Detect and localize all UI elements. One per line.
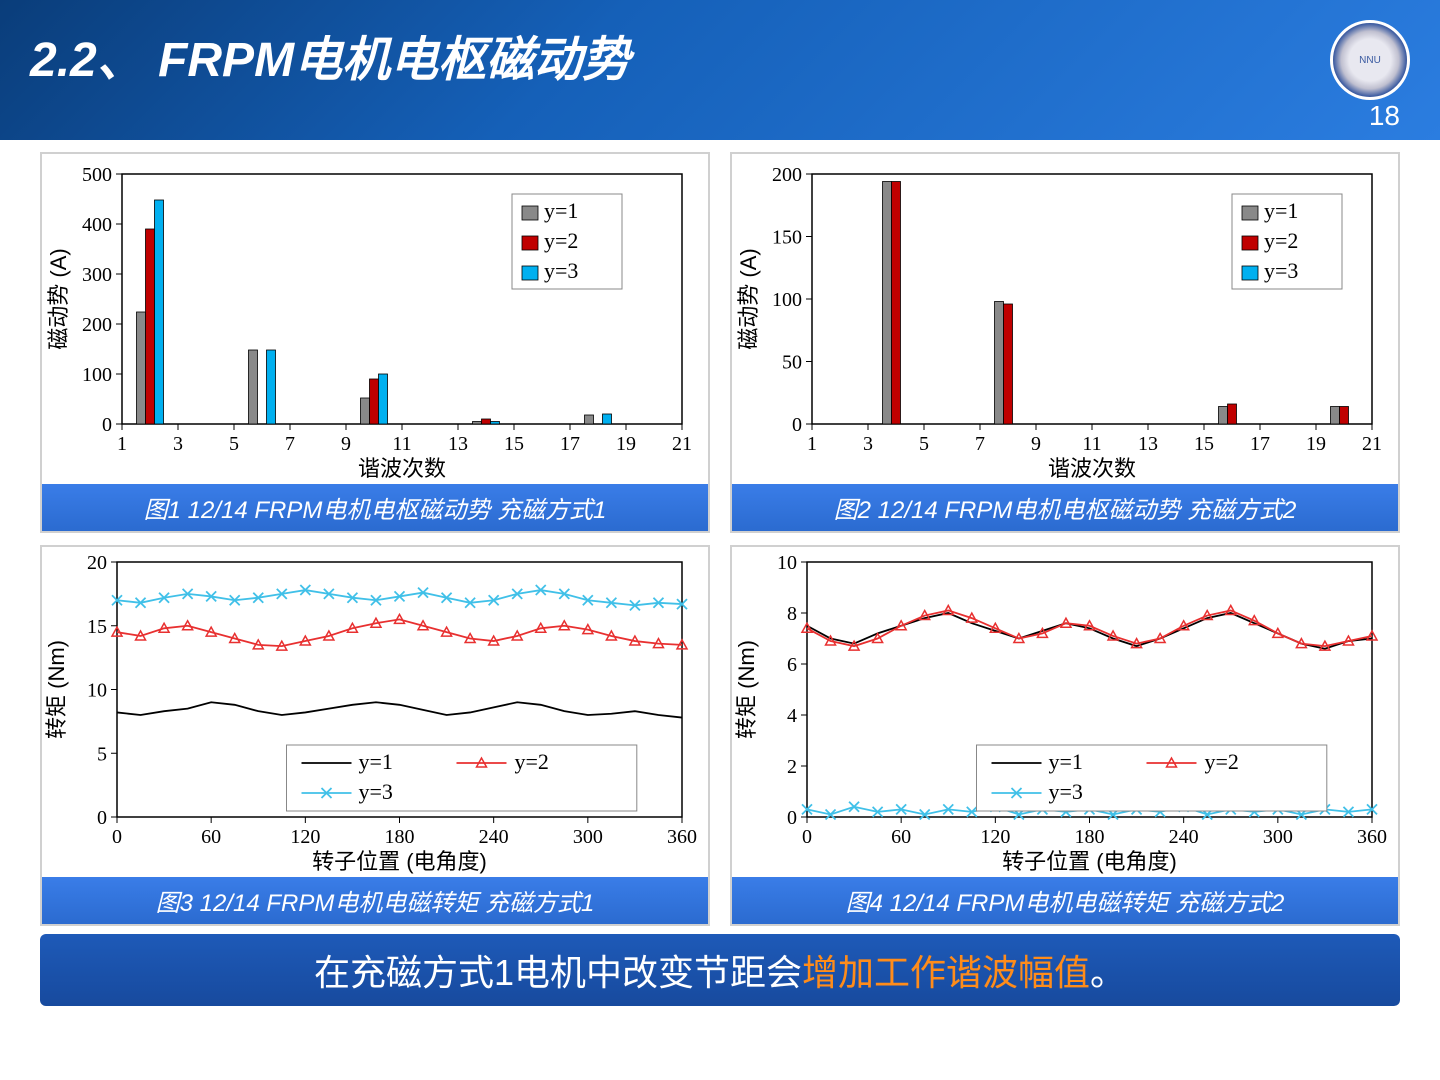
svg-text:150: 150 (772, 227, 802, 249)
svg-text:200: 200 (82, 314, 112, 336)
svg-text:50: 50 (782, 352, 802, 374)
svg-text:17: 17 (560, 433, 580, 455)
svg-text:0: 0 (787, 807, 797, 829)
slide-header: 2.2、 FRPM电机电枢磁动势 NNU 18 (0, 0, 1440, 140)
svg-text:240: 240 (479, 826, 509, 848)
chart1-bar: 010020030040050013579111315171921磁动势 (A)… (42, 154, 708, 484)
nnu-logo: NNU (1330, 20, 1410, 100)
svg-text:7: 7 (975, 433, 985, 455)
svg-text:60: 60 (891, 826, 911, 848)
summary-highlight: 增加工作谐波幅值 (802, 952, 1090, 993)
chart4-panel: 0 2 4 6 8 10 0 60 120 180 240 300 360 转矩 (Nm) 转子位置 (电角… (730, 545, 1400, 926)
svg-text:13: 13 (448, 433, 468, 455)
svg-text:13: 13 (1138, 433, 1158, 455)
svg-text:0: 0 (97, 807, 107, 829)
svg-text:500: 500 (82, 164, 112, 186)
svg-text:y=2: y=2 (544, 228, 578, 253)
svg-text:360: 360 (1357, 826, 1387, 848)
svg-text:0: 0 (102, 414, 112, 436)
svg-text:15: 15 (1194, 433, 1214, 455)
summary-text-a: 在充磁方式1电机中改变节距会 (314, 952, 802, 993)
chart2-caption: 图2 12/14 FRPM电机电枢磁动势 充磁方式2 (732, 484, 1398, 531)
chart2-bar: 05010015020013579111315171921磁动势 (A)谐波次数… (732, 154, 1398, 484)
svg-text:3: 3 (863, 433, 873, 455)
svg-text:谐波次数: 谐波次数 (358, 456, 446, 481)
svg-text:磁动势 (A): 磁动势 (A) (736, 248, 761, 349)
svg-text:8: 8 (787, 603, 797, 625)
chart3-panel: 0 5 10 15 20 0 60 120 180 240 300 360 转矩 (Nm) 转子位置 (电… (40, 545, 710, 926)
chart3-line: 0 5 10 15 20 0 60 120 180 240 300 360 转矩 (Nm) 转子位置 (电… (42, 547, 708, 877)
svg-text:y=1: y=1 (544, 198, 578, 223)
svg-text:120: 120 (290, 826, 320, 848)
svg-text:15: 15 (87, 616, 107, 638)
svg-text:7: 7 (285, 433, 295, 455)
svg-text:5: 5 (229, 433, 239, 455)
svg-text:2: 2 (787, 756, 797, 778)
chart4-caption: 图4 12/14 FRPM电机电磁转矩 充磁方式2 (732, 877, 1398, 924)
svg-text:y=2: y=2 (515, 749, 549, 774)
svg-text:10: 10 (777, 552, 797, 574)
svg-text:5: 5 (919, 433, 929, 455)
svg-text:谐波次数: 谐波次数 (1048, 456, 1136, 481)
svg-text:0: 0 (112, 826, 122, 848)
svg-text:转子位置 (电角度): 转子位置 (电角度) (1002, 849, 1177, 874)
chart4-line: 0 2 4 6 8 10 0 60 120 180 240 300 360 转矩 (Nm) 转子位置 (电角… (732, 547, 1398, 877)
svg-text:5: 5 (97, 743, 107, 765)
svg-text:1: 1 (117, 433, 127, 455)
svg-text:400: 400 (82, 214, 112, 236)
svg-text:转子位置 (电角度): 转子位置 (电角度) (312, 849, 487, 874)
svg-text:360: 360 (667, 826, 697, 848)
svg-text:1: 1 (807, 433, 817, 455)
svg-text:21: 21 (1362, 433, 1382, 455)
chart2-panel: 05010015020013579111315171921磁动势 (A)谐波次数… (730, 152, 1400, 533)
svg-text:20: 20 (87, 552, 107, 574)
svg-text:0: 0 (792, 414, 802, 436)
svg-text:转矩 (Nm): 转矩 (Nm) (734, 640, 759, 739)
svg-text:300: 300 (82, 264, 112, 286)
svg-text:y=3: y=3 (1049, 779, 1083, 804)
svg-text:10: 10 (87, 680, 107, 702)
svg-text:200: 200 (772, 164, 802, 186)
summary-banner: 在充磁方式1电机中改变节距会增加工作谐波幅值。 (40, 934, 1400, 1006)
svg-text:y=2: y=2 (1264, 228, 1298, 253)
svg-text:120: 120 (980, 826, 1010, 848)
svg-text:y=2: y=2 (1205, 749, 1239, 774)
svg-text:y=3: y=3 (544, 258, 578, 283)
summary-tail: 。 (1090, 952, 1126, 993)
svg-text:100: 100 (772, 289, 802, 311)
svg-text:3: 3 (173, 433, 183, 455)
svg-text:9: 9 (341, 433, 351, 455)
svg-text:9: 9 (1031, 433, 1041, 455)
chart1-caption: 图1 12/14 FRPM电机电枢磁动势 充磁方式1 (42, 484, 708, 531)
svg-text:y=1: y=1 (359, 749, 393, 774)
svg-text:240: 240 (1169, 826, 1199, 848)
svg-text:y=1: y=1 (1264, 198, 1298, 223)
svg-text:100: 100 (82, 364, 112, 386)
svg-text:300: 300 (1263, 826, 1293, 848)
chart3-caption: 图3 12/14 FRPM电机电磁转矩 充磁方式1 (42, 877, 708, 924)
svg-text:15: 15 (504, 433, 524, 455)
svg-text:180: 180 (1075, 826, 1105, 848)
svg-text:y=3: y=3 (1264, 258, 1298, 283)
svg-text:y=3: y=3 (359, 779, 393, 804)
svg-text:21: 21 (672, 433, 692, 455)
svg-text:转矩 (Nm): 转矩 (Nm) (44, 640, 69, 739)
svg-text:y=1: y=1 (1049, 749, 1083, 774)
charts-grid: 010020030040050013579111315171921磁动势 (A)… (0, 140, 1440, 926)
svg-text:19: 19 (616, 433, 636, 455)
svg-text:4: 4 (787, 705, 797, 727)
svg-text:180: 180 (385, 826, 415, 848)
svg-text:磁动势 (A): 磁动势 (A) (46, 248, 71, 349)
chart1-panel: 010020030040050013579111315171921磁动势 (A)… (40, 152, 710, 533)
svg-text:6: 6 (787, 654, 797, 676)
page-number: 18 (1369, 100, 1400, 132)
svg-text:11: 11 (1082, 433, 1101, 455)
svg-text:0: 0 (802, 826, 812, 848)
svg-text:60: 60 (201, 826, 221, 848)
svg-text:300: 300 (573, 826, 603, 848)
svg-text:19: 19 (1306, 433, 1326, 455)
svg-text:17: 17 (1250, 433, 1270, 455)
slide-title: 2.2、 FRPM电机电枢磁动势 (30, 20, 1410, 90)
svg-text:11: 11 (392, 433, 411, 455)
